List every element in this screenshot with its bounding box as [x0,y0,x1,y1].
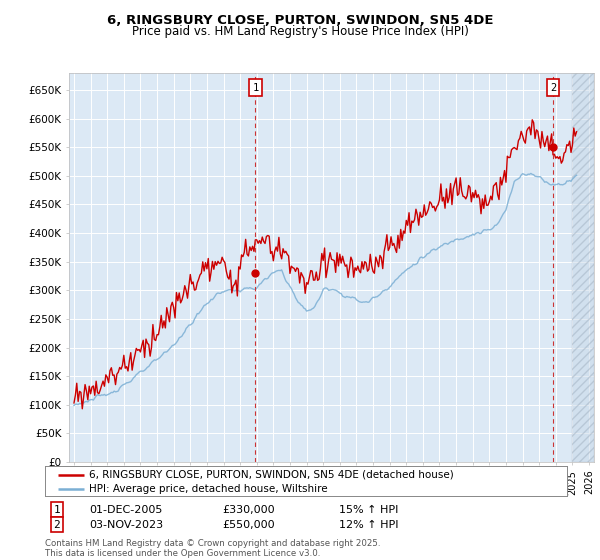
Bar [572,73,594,462]
Text: HPI: Average price, detached house, Wiltshire: HPI: Average price, detached house, Wilt… [89,484,328,494]
Text: 15% ↑ HPI: 15% ↑ HPI [339,505,398,515]
Text: 1: 1 [252,82,259,92]
Text: £330,000: £330,000 [222,505,275,515]
Text: 6, RINGSBURY CLOSE, PURTON, SWINDON, SN5 4DE: 6, RINGSBURY CLOSE, PURTON, SWINDON, SN5… [107,14,493,27]
Text: 03-NOV-2023: 03-NOV-2023 [89,520,163,530]
Text: 12% ↑ HPI: 12% ↑ HPI [339,520,398,530]
Text: 2: 2 [53,520,61,530]
Text: Contains HM Land Registry data © Crown copyright and database right 2025.
This d: Contains HM Land Registry data © Crown c… [45,539,380,558]
Text: 2: 2 [550,82,556,92]
Text: 1: 1 [53,505,61,515]
Text: 01-DEC-2005: 01-DEC-2005 [89,505,162,515]
Text: £550,000: £550,000 [222,520,275,530]
Text: Price paid vs. HM Land Registry's House Price Index (HPI): Price paid vs. HM Land Registry's House … [131,25,469,38]
Text: 6, RINGSBURY CLOSE, PURTON, SWINDON, SN5 4DE (detached house): 6, RINGSBURY CLOSE, PURTON, SWINDON, SN5… [89,470,454,479]
